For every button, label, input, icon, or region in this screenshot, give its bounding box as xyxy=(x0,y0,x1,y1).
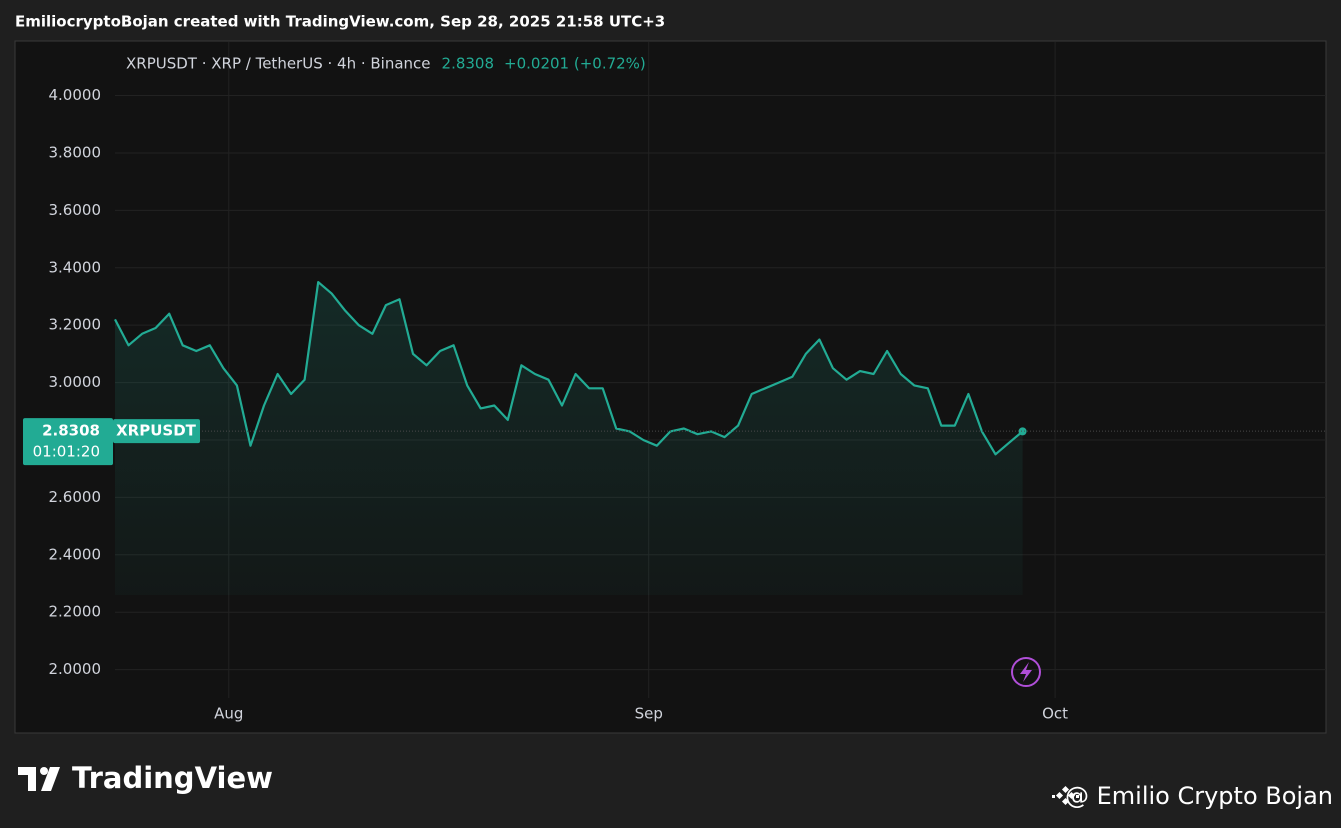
price-line xyxy=(114,281,1024,456)
y-tick-label: 3.4000 xyxy=(49,258,102,276)
x-tick-label: Sep xyxy=(635,705,663,723)
y-tick-label: 2.6000 xyxy=(49,488,102,506)
last-price: 2.8308 xyxy=(442,55,495,73)
x-tick-label: Aug xyxy=(214,705,243,723)
countdown: 01:01:20 xyxy=(33,443,100,461)
header: EmiliocryptoBojan created with TradingVi… xyxy=(15,13,665,31)
brand-logo xyxy=(18,767,60,791)
y-tick-label: 3.0000 xyxy=(49,373,102,391)
y-tick-label: 3.8000 xyxy=(49,143,102,161)
brand: TradingView xyxy=(72,761,273,795)
last-point xyxy=(1018,427,1027,436)
price-label-box xyxy=(23,418,113,466)
chart-title: XRPUSDT · XRP / TetherUS · 4h · Binance xyxy=(126,55,431,73)
area-fill xyxy=(115,282,1023,595)
price-label: 2.8308 xyxy=(42,422,100,440)
event-icon xyxy=(1011,657,1041,687)
y-tick-label: 2.2000 xyxy=(49,603,102,621)
y-tick-label: 2.4000 xyxy=(49,545,102,563)
legend-entry: XRPUSDT xyxy=(116,422,197,440)
y-tick-label: 4.0000 xyxy=(49,86,102,104)
series-tag-box xyxy=(113,419,200,444)
y-tick-label: 2.0000 xyxy=(49,660,102,678)
y-tick-label: 3.2000 xyxy=(49,316,102,334)
y-tick-label: 3.6000 xyxy=(49,201,102,219)
price-change: +0.0201 (+0.72%) xyxy=(504,55,646,73)
x-tick-label: Oct xyxy=(1042,705,1068,723)
watermark: @ Emilio Crypto Bojan xyxy=(1065,782,1333,810)
